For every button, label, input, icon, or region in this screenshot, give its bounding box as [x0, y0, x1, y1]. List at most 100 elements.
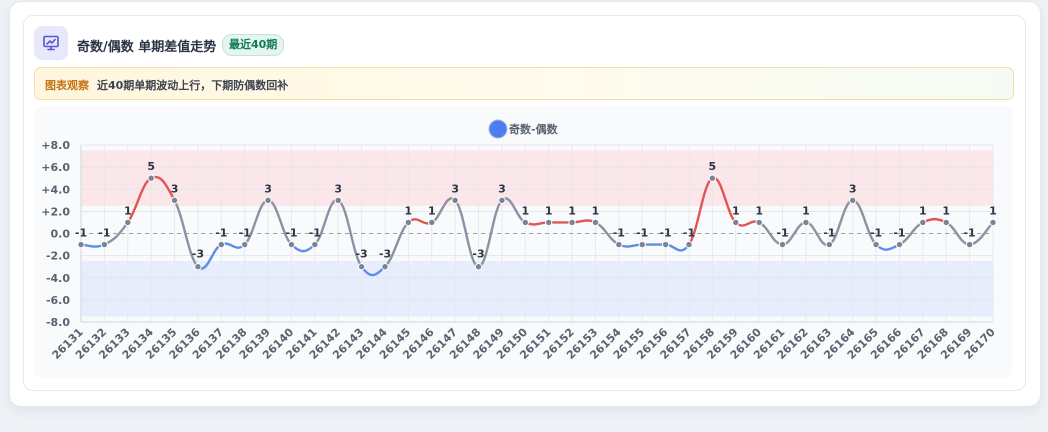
- data-label: 1: [521, 204, 529, 217]
- data-point: [661, 240, 670, 249]
- band-up: [81, 150, 993, 206]
- data-label: 5: [709, 160, 717, 173]
- y-tick-label: +6.0: [41, 161, 70, 174]
- data-point: [240, 240, 249, 249]
- data-label: -1: [239, 227, 251, 240]
- data-point: [381, 262, 389, 271]
- page-title: 奇数/偶数 单期差值走势: [77, 40, 217, 55]
- y-tick-label: +8.0: [41, 139, 70, 152]
- data-point: [825, 240, 834, 249]
- data-label: -3: [379, 248, 391, 261]
- band-down: [81, 261, 993, 317]
- data-point: [778, 240, 787, 249]
- data-label: 1: [732, 204, 740, 217]
- data-point: [872, 240, 880, 249]
- observation-label: 图表观察: [45, 79, 89, 92]
- data-point: [334, 196, 342, 205]
- data-label: -1: [776, 227, 788, 240]
- data-point: [287, 240, 296, 249]
- data-point: [591, 218, 600, 227]
- data-label: -1: [893, 227, 905, 240]
- data-point: [357, 262, 366, 271]
- data-point: [919, 218, 927, 227]
- y-tick-label: -2.0: [46, 250, 70, 263]
- data-label: 3: [498, 182, 506, 195]
- data-point: [708, 174, 717, 182]
- y-tick-label: -6.0: [46, 294, 70, 307]
- series-segment: [173, 199, 200, 268]
- data-label: -1: [683, 227, 695, 240]
- data-point: [77, 240, 85, 249]
- data-point: [404, 218, 413, 227]
- data-label: 1: [428, 204, 436, 217]
- data-label: 3: [264, 182, 272, 195]
- data-point: [615, 240, 623, 249]
- data-label: -1: [613, 227, 625, 240]
- data-point: [848, 196, 857, 205]
- data-point: [521, 218, 530, 227]
- data-point: [147, 174, 155, 182]
- data-label: -3: [472, 248, 484, 261]
- data-label: 3: [849, 182, 857, 195]
- data-label: -3: [355, 248, 367, 261]
- data-label: -1: [215, 227, 227, 240]
- data-label: -1: [870, 227, 882, 240]
- data-label: 1: [405, 204, 413, 217]
- data-label: 1: [755, 204, 763, 217]
- data-label: -3: [192, 248, 204, 261]
- data-point: [451, 196, 459, 205]
- y-tick-label: +4.0: [41, 183, 70, 196]
- data-point: [498, 196, 506, 205]
- data-label: 1: [568, 204, 576, 217]
- data-point: [170, 196, 179, 205]
- data-point: [685, 240, 693, 249]
- data-point: [428, 218, 436, 227]
- data-point: [802, 218, 810, 227]
- data-point: [942, 218, 950, 227]
- legend-label: 奇数-偶数: [509, 122, 559, 136]
- data-label: 3: [334, 182, 342, 195]
- data-label: 1: [592, 204, 600, 217]
- data-label: -1: [75, 227, 87, 240]
- data-label: -1: [659, 227, 671, 240]
- data-label: -1: [285, 227, 297, 240]
- data-point: [732, 218, 740, 227]
- data-point: [638, 240, 646, 249]
- data-point: [755, 218, 763, 227]
- observation-banner: 图表观察 近40期单期波动上行，下期防偶数回补: [34, 67, 1014, 100]
- y-tick-label: -8.0: [46, 316, 70, 329]
- data-point: [895, 240, 904, 249]
- chart-presentation-icon: [34, 26, 68, 60]
- data-label: 1: [802, 204, 810, 217]
- data-point: [194, 262, 202, 271]
- data-label: -1: [963, 227, 975, 240]
- y-tick-label: -4.0: [46, 272, 70, 285]
- data-point: [124, 218, 132, 227]
- data-label: 3: [171, 182, 179, 195]
- data-label: 5: [147, 160, 155, 173]
- data-label: -1: [823, 227, 835, 240]
- data-point: [544, 218, 553, 227]
- data-label: 1: [919, 204, 927, 217]
- observation-text: 近40期单期波动上行，下期防偶数回补: [97, 79, 289, 92]
- data-point: [100, 240, 109, 249]
- data-point: [264, 196, 272, 205]
- data-point: [965, 240, 974, 249]
- legend-swatch: [488, 119, 508, 139]
- data-point: [217, 240, 226, 249]
- data-label: 1: [989, 204, 997, 217]
- data-point: [989, 218, 997, 227]
- period-badge: 最近40期: [222, 34, 285, 56]
- data-point: [568, 218, 576, 227]
- data-point: [311, 240, 319, 249]
- y-tick-label: 0.0: [51, 228, 71, 241]
- data-label: -1: [98, 227, 110, 240]
- data-label: 1: [124, 204, 132, 217]
- data-label: -1: [636, 227, 648, 240]
- data-label: 1: [545, 204, 553, 217]
- y-tick-label: +2.0: [41, 205, 70, 218]
- data-label: 3: [451, 182, 459, 195]
- data-point: [474, 262, 483, 271]
- data-label: 1: [942, 204, 950, 217]
